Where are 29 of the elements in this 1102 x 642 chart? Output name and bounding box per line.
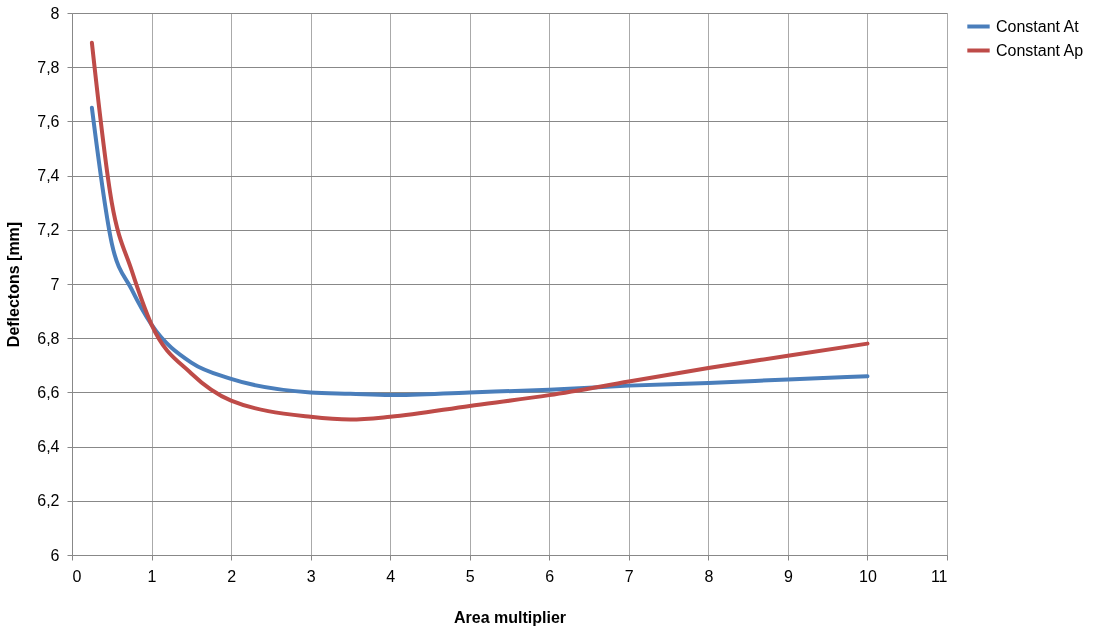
legend-label: Constant Ap	[996, 41, 1084, 59]
x-tick-label: 6	[545, 567, 555, 585]
x-tick-label: 1	[147, 567, 157, 585]
y-tick-label: 7,6	[37, 112, 60, 130]
y-tick-label: 6,8	[37, 329, 60, 347]
y-tick-label: 6,4	[37, 438, 60, 456]
x-tick-label: 8	[704, 567, 714, 585]
y-tick-label: 7,2	[37, 221, 60, 239]
y-tick-label: 6	[50, 546, 60, 564]
line-series	[89, 105, 870, 398]
x-tick-label: 7	[624, 567, 634, 585]
x-tick-label: 2	[227, 567, 237, 585]
line-series	[89, 40, 870, 422]
y-tick-label: 7,8	[37, 58, 60, 76]
x-tick-label: 11	[930, 567, 948, 585]
legend-label: Constant At	[996, 17, 1080, 35]
x-tick-label: 3	[306, 567, 316, 585]
x-tick-label: 9	[783, 567, 793, 585]
y-tick-label: 7	[50, 275, 60, 293]
x-tick-label: 10	[859, 567, 877, 585]
y-tick-label: 8	[50, 4, 60, 22]
y-tick-label: 7,4	[37, 167, 60, 185]
y-axis-title: Deflectons [mm]	[5, 221, 23, 348]
x-tick-label: 4	[386, 567, 396, 585]
y-tick-label: 6,2	[37, 492, 60, 510]
x-axis-title: Area multiplier	[453, 608, 567, 626]
x-tick-label: 5	[465, 567, 475, 585]
y-tick-label: 6,6	[37, 383, 60, 401]
x-tick-label: 0	[72, 567, 82, 585]
